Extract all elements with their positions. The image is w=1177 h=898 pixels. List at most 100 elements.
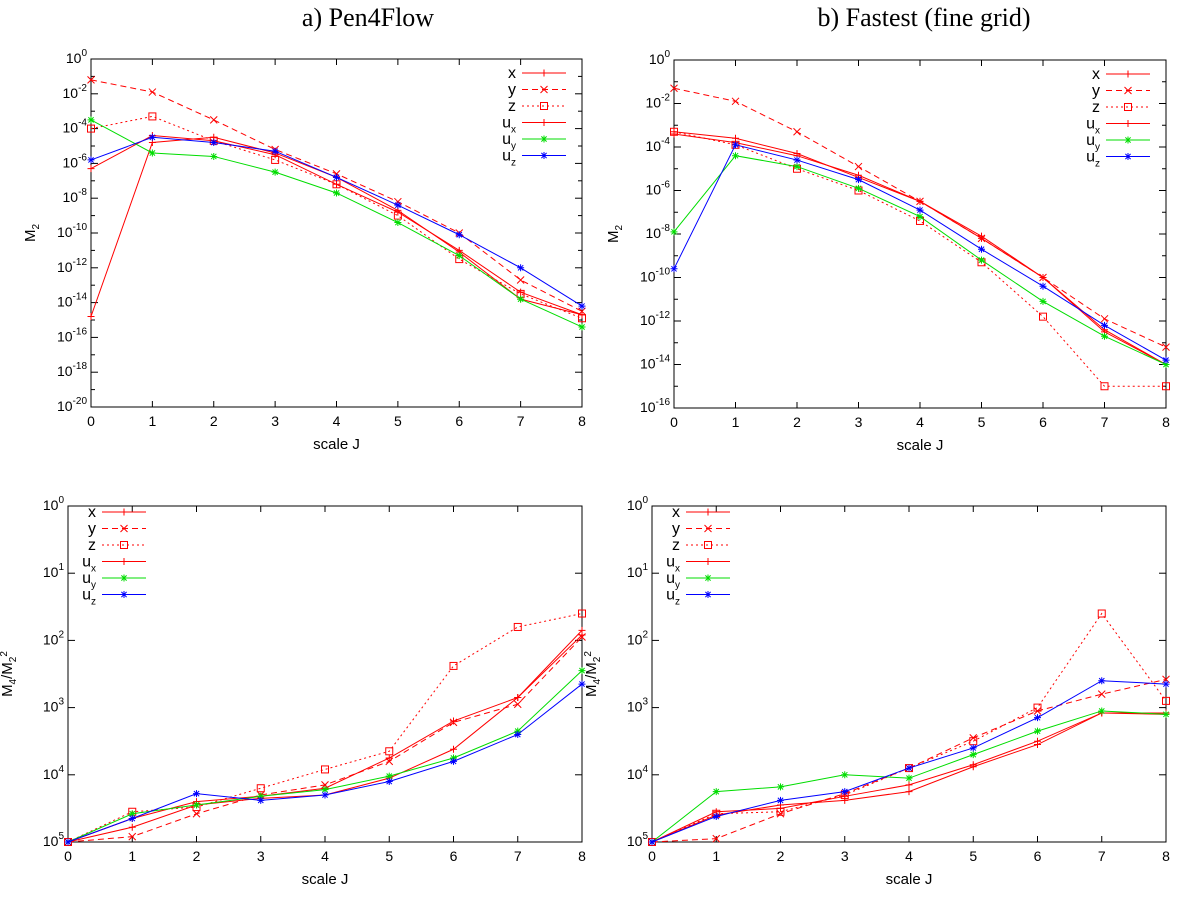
y-tick-label: 10-6 xyxy=(63,152,88,170)
x-tick-label: 5 xyxy=(978,414,986,430)
point-z xyxy=(578,609,586,618)
point-uz xyxy=(969,744,977,752)
point-ux xyxy=(333,180,340,188)
point-uz xyxy=(1162,680,1170,688)
point-ux xyxy=(517,288,525,296)
legend-item-ux: ux xyxy=(82,554,146,575)
y-tick-label: 100 xyxy=(66,48,88,66)
legend-label: uy xyxy=(1086,132,1100,153)
legend-item-y: y xyxy=(1092,83,1150,100)
legend-label: uz xyxy=(502,148,516,169)
y-tick-label: 10-12 xyxy=(57,257,87,275)
legend-marker xyxy=(1124,70,1132,78)
legend-marker xyxy=(120,558,128,565)
x-tick-label: 1 xyxy=(128,848,136,864)
point-uy xyxy=(333,189,340,197)
point-uz xyxy=(578,302,586,310)
legend-marker xyxy=(120,574,128,582)
point-ux xyxy=(514,694,522,702)
x-axis-label: scale J xyxy=(302,871,349,888)
x-tick-label: 0 xyxy=(87,413,95,429)
legend-item-z: z xyxy=(508,98,566,115)
x-tick-label: 1 xyxy=(712,848,720,864)
point-y xyxy=(128,832,137,841)
panel-m2-fastest: 0 1 2 3 4 5 6 7 8 100 10-2 10-4 10-6 10-8 10-10 10-12 10… xyxy=(605,49,1170,454)
x-tick-label: 6 xyxy=(1039,414,1047,430)
point-uy xyxy=(712,788,720,796)
point-uz xyxy=(1039,282,1047,290)
legend-item-x: x xyxy=(672,504,730,521)
point-z xyxy=(321,765,329,774)
y-axis-label: M4/M22 xyxy=(583,651,603,697)
legend-item-z: z xyxy=(1092,99,1150,116)
y-tick-label: 10-16 xyxy=(57,326,87,344)
series-line-y xyxy=(651,678,1167,843)
legend-label: y xyxy=(1092,83,1100,100)
legend-marker xyxy=(704,541,712,549)
point-y xyxy=(209,116,218,124)
legend-label: z xyxy=(508,98,516,115)
legend-label: y xyxy=(508,82,516,99)
legend-item-uy: uy xyxy=(502,131,566,152)
x-tick-label: 6 xyxy=(450,848,458,864)
point-y xyxy=(87,76,95,84)
y-tick-label: 104 xyxy=(43,764,65,782)
point-x xyxy=(128,823,136,831)
point-uz xyxy=(455,231,463,239)
legend-label: uz xyxy=(666,587,680,608)
point-uy xyxy=(916,213,924,221)
y-tick-label: 10-6 xyxy=(646,180,671,198)
point-ux xyxy=(394,208,402,216)
point-uy xyxy=(455,252,463,260)
point-uy xyxy=(1162,361,1170,368)
y-tick-label: 10-20 xyxy=(57,396,87,414)
point-uz xyxy=(193,790,200,798)
point-y xyxy=(148,88,157,96)
legend-item-y: y xyxy=(508,82,566,99)
series-z xyxy=(64,609,586,846)
y-axis-label: M2 xyxy=(22,224,42,243)
legend-item-ux: ux xyxy=(502,115,566,136)
series-line-z xyxy=(651,612,1167,843)
legend-label: uy xyxy=(666,570,680,591)
point-y xyxy=(516,276,525,284)
series-line-uy xyxy=(673,155,1167,365)
x-tick-label: 3 xyxy=(841,848,849,864)
y-tick-label: 10-16 xyxy=(640,397,670,415)
y-tick-label: 10-2 xyxy=(646,93,671,111)
legend-label: ux xyxy=(502,115,516,136)
point-uz xyxy=(841,788,849,796)
series-uy xyxy=(87,116,586,331)
point-uz xyxy=(670,265,678,273)
point-z xyxy=(1162,382,1170,391)
x-tick-label: 8 xyxy=(578,848,586,864)
legend-label: x xyxy=(508,65,516,82)
point-uy xyxy=(128,810,136,818)
point-ux xyxy=(450,717,457,725)
x-tick-label: 5 xyxy=(969,848,977,864)
point-uz xyxy=(732,141,739,149)
legend-marker xyxy=(540,69,548,77)
legend-label: ux xyxy=(666,554,680,575)
legend-item-x: x xyxy=(1092,66,1150,83)
y-tick-label: 10-12 xyxy=(640,310,670,328)
x-tick-label: 7 xyxy=(1098,848,1106,864)
y-tick-label: 10-4 xyxy=(646,136,671,154)
x-tick-label: 2 xyxy=(193,848,201,864)
point-uz xyxy=(905,764,913,772)
point-ux xyxy=(905,781,913,789)
series-y xyxy=(64,633,586,846)
x-tick-label: 6 xyxy=(1034,848,1042,864)
point-uz xyxy=(793,156,801,164)
point-uz xyxy=(916,206,924,214)
legend-marker xyxy=(704,574,712,582)
legend-marker xyxy=(120,541,128,549)
point-ux xyxy=(1039,274,1047,281)
x-tick-label: 5 xyxy=(385,848,393,864)
legend-label: uz xyxy=(1086,149,1100,170)
point-uz xyxy=(712,812,720,820)
point-z xyxy=(1039,312,1047,321)
point-ux xyxy=(87,165,95,173)
x-tick-label: 7 xyxy=(1101,414,1109,430)
